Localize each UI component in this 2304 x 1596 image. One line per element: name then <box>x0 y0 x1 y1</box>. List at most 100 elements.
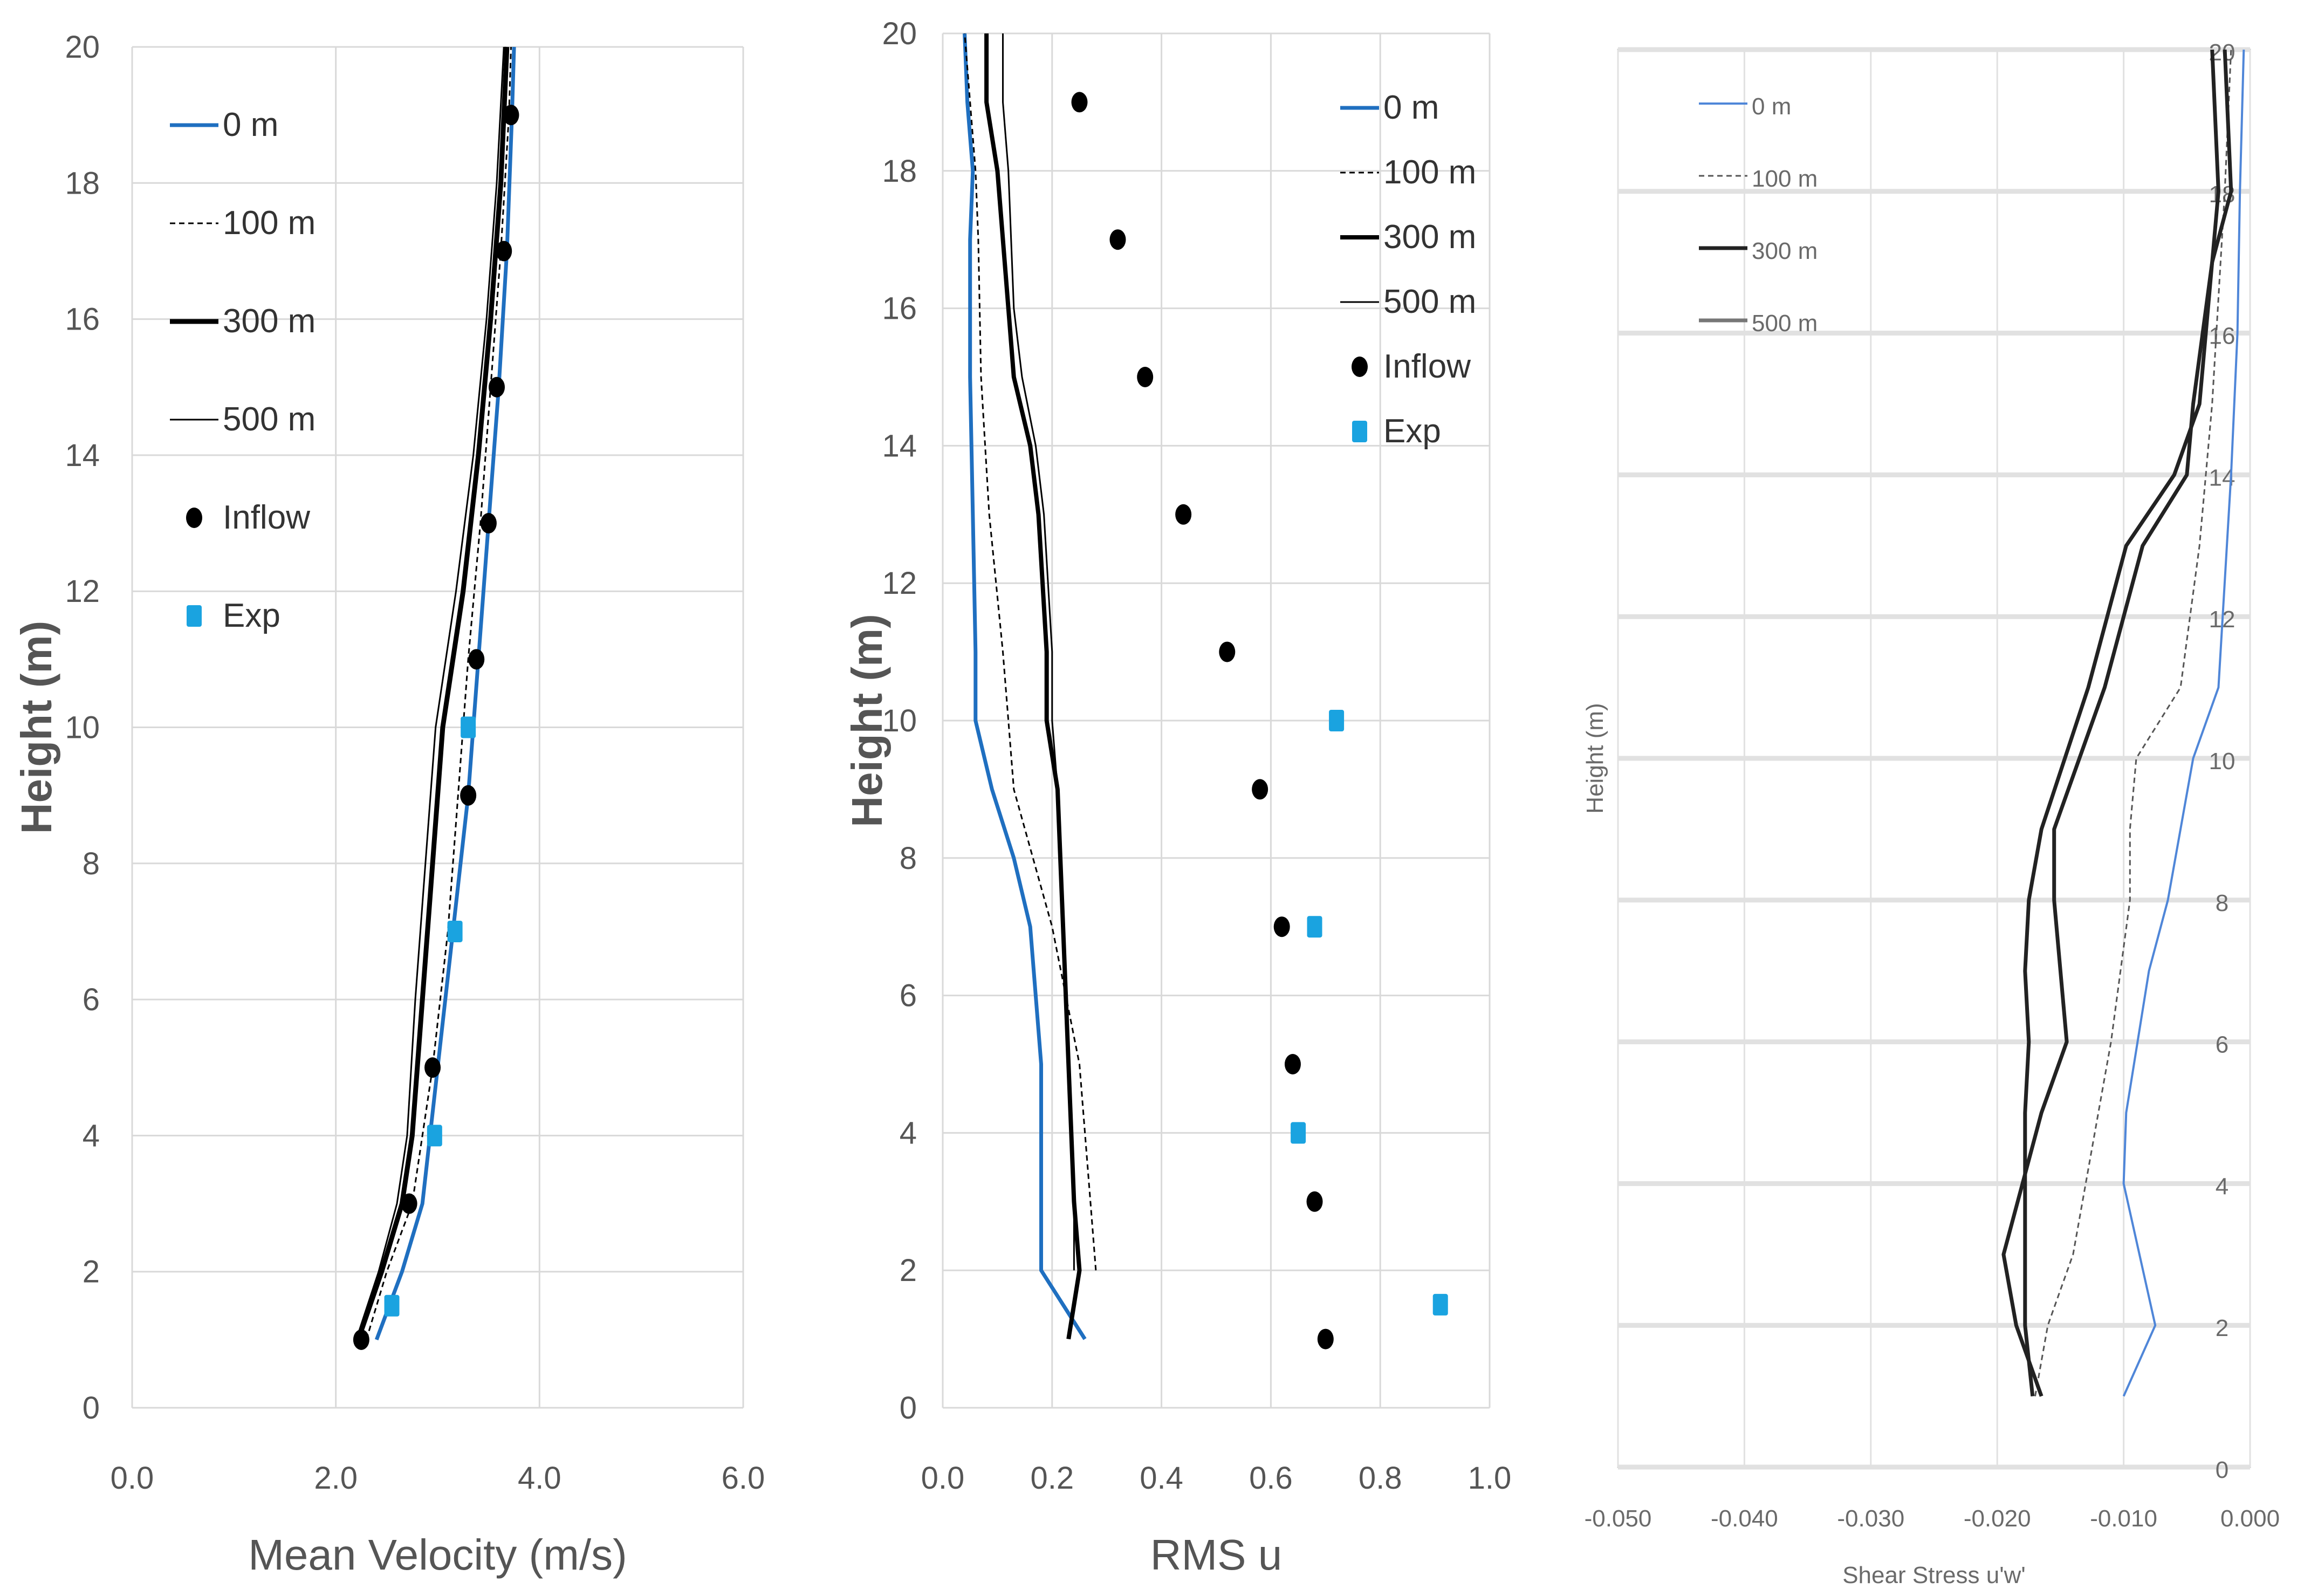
data-point-inflow <box>353 1329 369 1350</box>
x-tick-label: 4.0 <box>518 1461 561 1496</box>
y-tick-label: 18 <box>882 154 917 189</box>
y-tick-label: 14 <box>882 428 917 463</box>
data-point-inflow <box>1137 367 1154 387</box>
data-point-exp <box>447 920 463 942</box>
series-line-100-m <box>365 46 512 1340</box>
data-point-inflow <box>1317 1328 1334 1350</box>
series-line-300-m <box>355 46 510 1341</box>
legend-label-300-m: 300 m <box>223 303 316 340</box>
y-tick-label: 4 <box>900 1115 917 1150</box>
y-tick-label: 2 <box>2216 1315 2228 1341</box>
y-tick-label: 6 <box>900 978 917 1013</box>
x-axis-label: Shear Stress u'w' <box>1842 1562 2026 1588</box>
x-tick-label: -0.050 <box>1585 1505 1652 1532</box>
y-tick-label: 16 <box>882 291 917 326</box>
legend-marker-inflow <box>1352 357 1368 377</box>
data-point-inflow <box>489 376 505 398</box>
y-tick-label: 8 <box>900 841 917 876</box>
legend-marker-exp <box>1352 421 1367 442</box>
data-point-inflow <box>1109 229 1126 250</box>
legend-label-exp: Exp <box>1383 413 1441 450</box>
legend-label-inflow: Inflow <box>1383 348 1471 385</box>
y-tick-label: 4 <box>83 1118 100 1153</box>
data-point-inflow <box>468 649 485 670</box>
legend-label-500-m: 500 m <box>223 401 316 438</box>
y-tick-label: 10 <box>65 710 100 745</box>
y-tick-label: 16 <box>2209 323 2236 350</box>
data-point-inflow <box>480 513 497 534</box>
x-tick-label: 6.0 <box>722 1461 765 1496</box>
series-line-100-m <box>964 33 1097 1271</box>
series-line-100-m <box>2034 49 2232 1396</box>
y-tick-label: 2 <box>900 1253 917 1288</box>
data-point-inflow <box>424 1057 441 1078</box>
data-point-exp <box>384 1294 400 1317</box>
x-tick-label: 0.000 <box>2220 1505 2280 1532</box>
x-axis-label: RMS u <box>1150 1531 1283 1579</box>
y-tick-label: 10 <box>882 703 917 738</box>
series-line-0-m <box>963 33 1087 1340</box>
data-point-inflow <box>1273 916 1290 937</box>
legend-label-100-m: 100 m <box>223 204 316 242</box>
x-tick-label: 0.4 <box>1140 1461 1183 1496</box>
y-tick-label: 20 <box>882 16 917 51</box>
series-line-500-m <box>2001 49 2233 1397</box>
x-tick-label: 0.8 <box>1359 1461 1402 1496</box>
y-tick-label: 12 <box>882 566 917 601</box>
legend-label-0-m: 0 m <box>1752 93 1791 120</box>
y-axis-label: Height (m) <box>843 614 891 827</box>
data-point-inflow <box>1071 92 1088 113</box>
data-point-exp <box>1432 1293 1448 1316</box>
data-point-inflow <box>1306 1191 1323 1212</box>
x-tick-label: 0.2 <box>1030 1461 1074 1496</box>
legend-label-0-m: 0 m <box>223 106 278 143</box>
legend: 0 m 100 m 300 m 500 m Inflow Exp <box>1340 89 1476 450</box>
data-point-exp <box>1329 710 1345 731</box>
x-tick-label: -0.030 <box>1837 1505 1904 1532</box>
x-tick-label: 0.0 <box>111 1461 154 1496</box>
x-tick-label: -0.010 <box>2090 1505 2157 1532</box>
legend-label-inflow: Inflow <box>223 499 310 536</box>
chart-rms-u: 0 2 4 6 8 10 12 14 16 18 20 0.0 0.2 0.4 0.6 0.8 1.0 RMS u… <box>843 16 1511 1579</box>
data-point-exp <box>461 716 476 738</box>
chart-mean-velocity: 0 2 4 6 8 10 12 14 16 18 20 0.0 2.0 4.0 6.0 Mean Veloci… <box>12 30 765 1579</box>
data-point-exp <box>1307 916 1322 938</box>
y-tick-label: 6 <box>2216 1032 2228 1058</box>
data-point-inflow <box>401 1193 417 1214</box>
x-tick-label: 2.0 <box>314 1461 358 1496</box>
x-axis-label: Mean Velocity (m/s) <box>248 1531 627 1579</box>
y-tick-label: 18 <box>65 166 100 201</box>
legend-marker-exp <box>187 605 202 627</box>
legend-label-500-m: 500 m <box>1752 310 1818 337</box>
legend-marker-inflow <box>186 508 202 528</box>
x-tick-label: -0.020 <box>1964 1505 2031 1532</box>
y-tick-label: 20 <box>65 30 100 65</box>
y-tick-label: 12 <box>65 574 100 609</box>
x-tick-label: 0.6 <box>1249 1461 1293 1496</box>
legend: 0 m 100 m 300 m 500 m Inflow Exp <box>170 106 316 634</box>
legend-label-exp: Exp <box>223 597 280 634</box>
y-tick-label: 8 <box>2216 890 2228 916</box>
data-point-inflow <box>460 785 477 806</box>
data-point-inflow <box>1219 641 1236 662</box>
y-axis-label: Height (m) <box>12 621 60 834</box>
series-line-0-m <box>2122 49 2245 1397</box>
y-tick-label: 16 <box>65 302 100 337</box>
data-point-inflow <box>503 105 519 126</box>
data-point-exp <box>427 1125 442 1147</box>
data-point-inflow <box>1252 779 1268 800</box>
y-tick-label: 8 <box>83 846 100 881</box>
legend-label-0-m: 0 m <box>1383 89 1439 126</box>
x-tick-label: 0.0 <box>921 1461 965 1496</box>
y-tick-label: 0 <box>2216 1457 2228 1483</box>
y-tick-label: 4 <box>2216 1173 2228 1200</box>
series-line-500-m <box>1002 33 1075 1271</box>
series-line-300-m <box>984 33 1082 1340</box>
y-tick-label: 14 <box>65 438 100 473</box>
x-tick-label: -0.040 <box>1711 1505 1778 1532</box>
data-point-inflow <box>1284 1054 1301 1074</box>
y-tick-label: 10 <box>2209 748 2236 775</box>
x-tick-label: 1.0 <box>1468 1461 1512 1496</box>
